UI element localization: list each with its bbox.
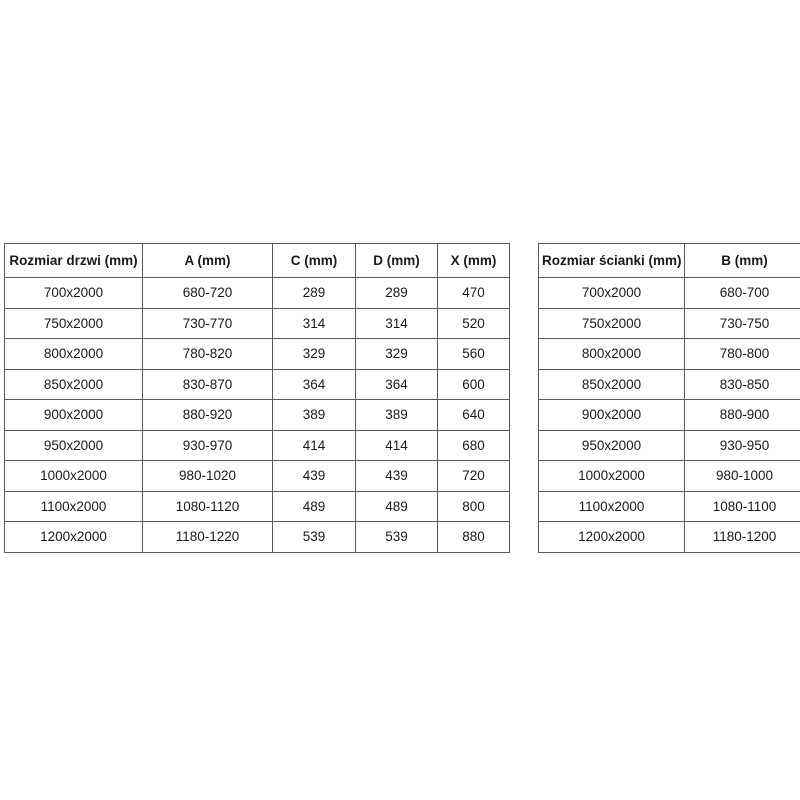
table-row: 1100x2000 1080-1100 (538, 490, 800, 522)
table-cell: 680-720 (142, 277, 273, 309)
table-cell: 364 (355, 368, 438, 400)
table-row: 1200x2000 1180-1220 539 539 880 (4, 521, 510, 553)
table-cell: 1000x2000 (538, 460, 685, 492)
table-row: 1100x2000 1080-1120 489 489 800 (4, 490, 510, 522)
table-row: 1000x2000 980-1000 (538, 460, 800, 492)
table-cell: 489 (355, 490, 438, 522)
table-cell: 750x2000 (4, 307, 143, 339)
table-cell: 850x2000 (538, 368, 685, 400)
table-row: 900x2000 880-900 (538, 399, 800, 431)
table-row: 900x2000 880-920 389 389 640 (4, 399, 510, 431)
table-cell: 780-800 (684, 338, 800, 370)
table-cell: 900x2000 (4, 399, 143, 431)
table-cell: 880-920 (142, 399, 273, 431)
table-cell: 930-950 (684, 429, 800, 461)
table-cell: 470 (437, 277, 510, 309)
table-cell: 1080-1120 (142, 490, 273, 522)
table-cell: 1100x2000 (4, 490, 143, 522)
table-cell: 560 (437, 338, 510, 370)
table-cell: 800x2000 (538, 338, 685, 370)
table-cell: 830-870 (142, 368, 273, 400)
table-row: 750x2000 730-770 314 314 520 (4, 307, 510, 339)
table-cell: 329 (272, 338, 356, 370)
table-cell: 930-970 (142, 429, 273, 461)
table-cell: 700x2000 (4, 277, 143, 309)
table-cell: 680 (437, 429, 510, 461)
table-cell: 439 (355, 460, 438, 492)
door-table-header-row: Rozmiar drzwi (mm) A (mm) C (mm) D (mm) X (m… (4, 243, 510, 278)
column-header: D (mm) (355, 243, 438, 278)
table-cell: 700x2000 (538, 277, 685, 309)
table-cell: 1080-1100 (684, 490, 800, 522)
table-cell: 289 (355, 277, 438, 309)
table-cell: 880-900 (684, 399, 800, 431)
table-cell: 950x2000 (538, 429, 685, 461)
table-cell: 1180-1200 (684, 521, 800, 553)
table-cell: 980-1000 (684, 460, 800, 492)
table-cell: 1000x2000 (4, 460, 143, 492)
table-row: 800x2000 780-800 (538, 338, 800, 370)
column-header: Rozmiar ścianki (mm) (538, 243, 685, 278)
door-dimensions-table: Rozmiar drzwi (mm) A (mm) C (mm) D (mm) X (m… (4, 243, 510, 553)
table-cell: 730-750 (684, 307, 800, 339)
table-cell: 1100x2000 (538, 490, 685, 522)
table-row: 1000x2000 980-1020 439 439 720 (4, 460, 510, 492)
table-cell: 980-1020 (142, 460, 273, 492)
table-cell: 1200x2000 (538, 521, 685, 553)
table-row: 1200x2000 1180-1200 (538, 521, 800, 553)
table-row: 700x2000 680-700 (538, 277, 800, 309)
table-cell: 750x2000 (538, 307, 685, 339)
table-row: 850x2000 830-870 364 364 600 (4, 368, 510, 400)
table-cell: 314 (355, 307, 438, 339)
column-header: C (mm) (272, 243, 356, 278)
table-cell: 414 (272, 429, 356, 461)
table-cell: 439 (272, 460, 356, 492)
table-cell: 539 (355, 521, 438, 553)
table-cell: 1200x2000 (4, 521, 143, 553)
table-cell: 1180-1220 (142, 521, 273, 553)
table-cell: 800x2000 (4, 338, 143, 370)
table-cell: 900x2000 (538, 399, 685, 431)
table-row: 850x2000 830-850 (538, 368, 800, 400)
wall-table-header-row: Rozmiar ścianki (mm) B (mm) (538, 243, 800, 278)
table-cell: 880 (437, 521, 510, 553)
table-row: 950x2000 930-970 414 414 680 (4, 429, 510, 461)
table-cell: 520 (437, 307, 510, 339)
table-cell: 600 (437, 368, 510, 400)
table-cell: 314 (272, 307, 356, 339)
column-header: X (mm) (437, 243, 510, 278)
table-cell: 539 (272, 521, 356, 553)
table-cell: 389 (355, 399, 438, 431)
table-cell: 329 (355, 338, 438, 370)
table-row: 800x2000 780-820 329 329 560 (4, 338, 510, 370)
table-cell: 489 (272, 490, 356, 522)
table-cell: 780-820 (142, 338, 273, 370)
table-cell: 850x2000 (4, 368, 143, 400)
table-cell: 830-850 (684, 368, 800, 400)
column-header: A (mm) (142, 243, 273, 278)
table-cell: 414 (355, 429, 438, 461)
table-row: 750x2000 730-750 (538, 307, 800, 339)
table-cell: 720 (437, 460, 510, 492)
column-header: B (mm) (684, 243, 800, 278)
table-cell: 950x2000 (4, 429, 143, 461)
table-cell: 800 (437, 490, 510, 522)
table-cell: 640 (437, 399, 510, 431)
table-row: 950x2000 930-950 (538, 429, 800, 461)
wall-dimensions-table: Rozmiar ścianki (mm) B (mm) 700x2000 680-7… (538, 243, 800, 553)
table-cell: 364 (272, 368, 356, 400)
table-cell: 289 (272, 277, 356, 309)
table-cell: 389 (272, 399, 356, 431)
table-row: 700x2000 680-720 289 289 470 (4, 277, 510, 309)
column-header: Rozmiar drzwi (mm) (4, 243, 143, 278)
table-cell: 680-700 (684, 277, 800, 309)
table-cell: 730-770 (142, 307, 273, 339)
